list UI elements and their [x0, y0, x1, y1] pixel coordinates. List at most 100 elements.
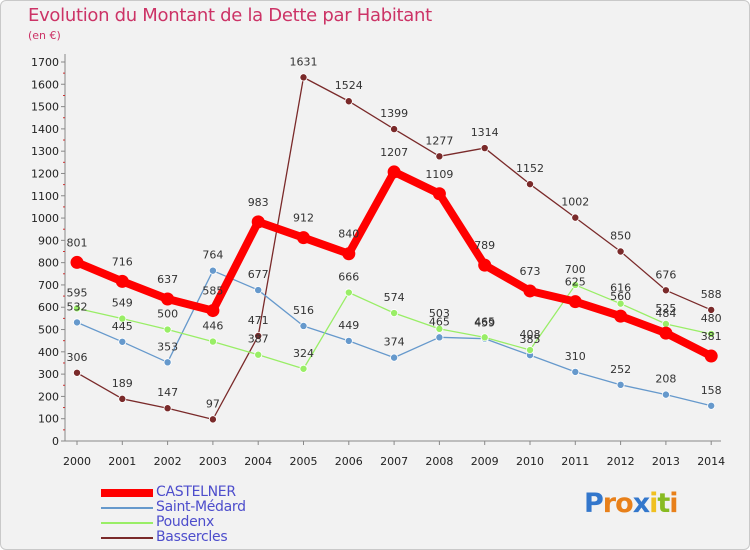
logo-letter: t: [657, 488, 670, 519]
data-point: [73, 318, 82, 327]
data-label: 840: [338, 228, 359, 241]
y-tick-label: 1100: [31, 190, 59, 203]
data-label: 549: [112, 297, 133, 310]
y-tick-label: 1000: [31, 212, 59, 225]
logo-letter: o: [615, 488, 634, 519]
y-tick-label: 1300: [31, 145, 59, 158]
data-label: 324: [293, 347, 314, 360]
data-label: 374: [384, 336, 405, 349]
data-label: 1277: [425, 134, 453, 147]
data-label: 983: [248, 196, 269, 209]
data-point: [254, 286, 263, 295]
data-point: [661, 390, 670, 399]
data-point: [390, 309, 399, 318]
y-tick-label: 1400: [31, 123, 59, 136]
data-label: 306: [67, 351, 88, 364]
data-point: [387, 165, 401, 179]
data-point: [73, 304, 82, 313]
data-point: [707, 401, 716, 410]
data-label: 480: [701, 312, 722, 325]
data-point: [73, 368, 82, 377]
data-label: 595: [67, 286, 88, 299]
logo-letter: r: [602, 488, 616, 519]
data-label: 574: [384, 291, 405, 304]
x-tick-label: 2003: [199, 455, 227, 468]
data-point: [568, 295, 582, 309]
y-tick-label: 1500: [31, 101, 59, 114]
x-tick-label: 2013: [652, 455, 680, 468]
logo-letter: i: [669, 488, 678, 519]
data-point: [435, 333, 444, 342]
data-label: 912: [293, 212, 314, 225]
x-tick-label: 2004: [244, 455, 272, 468]
data-label: 408: [520, 328, 541, 341]
data-point: [616, 299, 625, 308]
x-tick-label: 2011: [561, 455, 589, 468]
data-point: [70, 255, 84, 269]
data-point: [251, 215, 265, 229]
data-label: 1207: [380, 146, 408, 159]
data-point: [704, 349, 718, 363]
legend-label: Saint-Médard: [156, 499, 246, 515]
data-point: [118, 314, 127, 323]
data-label: 585: [202, 285, 223, 298]
data-point: [299, 73, 308, 82]
legend-swatch: [101, 522, 153, 524]
x-tick-label: 2014: [697, 455, 725, 468]
data-label: 1152: [516, 162, 544, 175]
x-tick-label: 2002: [154, 455, 182, 468]
data-label: 158: [701, 384, 722, 397]
data-point: [163, 325, 172, 334]
legend-label: Poudenx: [156, 514, 214, 530]
data-point: [208, 266, 217, 275]
data-label: 850: [610, 230, 631, 243]
data-label: 459: [474, 317, 495, 330]
x-tick-label: 2006: [335, 455, 363, 468]
data-point: [614, 309, 628, 323]
data-point: [118, 394, 127, 403]
legend-label: Bassercles: [156, 529, 228, 545]
y-tick-label: 300: [38, 368, 59, 381]
data-label: 465: [474, 315, 495, 328]
data-point: [435, 152, 444, 161]
x-tick-label: 2012: [607, 455, 635, 468]
data-label: 616: [610, 282, 631, 295]
data-point: [480, 144, 489, 153]
data-label: 189: [112, 377, 133, 390]
y-tick-label: 700: [38, 279, 59, 292]
y-tick-label: 1600: [31, 78, 59, 91]
data-label: 147: [157, 386, 178, 399]
data-label: 1399: [380, 107, 408, 120]
data-point: [254, 331, 263, 340]
data-label: 716: [112, 255, 133, 268]
data-point: [480, 333, 489, 342]
y-tick-label: 400: [38, 346, 59, 359]
data-point: [661, 319, 670, 328]
data-label: 503: [429, 307, 450, 320]
series-line-castelner: [73, 167, 716, 361]
x-tick-label: 2010: [516, 455, 544, 468]
y-tick-label: 1700: [31, 56, 59, 69]
data-point: [432, 187, 446, 201]
y-tick-label: 200: [38, 390, 59, 403]
data-point: [707, 329, 716, 338]
data-point: [208, 337, 217, 346]
data-point: [571, 213, 580, 222]
x-tick-label: 2007: [380, 455, 408, 468]
data-point: [161, 292, 175, 306]
x-tick-label: 2000: [63, 455, 91, 468]
data-point: [571, 367, 580, 376]
data-label: 532: [67, 300, 88, 313]
data-point: [661, 286, 670, 295]
logo-letter: x: [632, 488, 650, 519]
data-label: 97: [206, 397, 220, 410]
data-point: [526, 180, 535, 189]
data-point: [163, 358, 172, 367]
data-label: 353: [157, 340, 178, 353]
x-tick-label: 2009: [471, 455, 499, 468]
data-label: 588: [701, 288, 722, 301]
data-label: 700: [565, 263, 586, 276]
data-point: [342, 247, 356, 261]
data-label: 484: [655, 307, 676, 320]
